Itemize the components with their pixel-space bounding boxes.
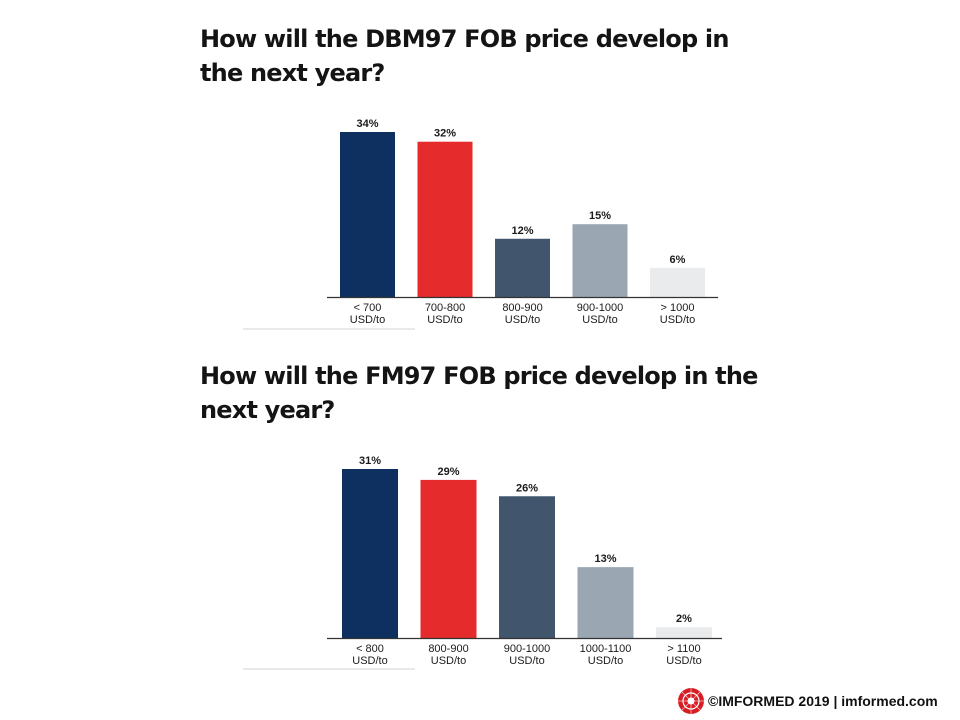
bar-2-4 bbox=[577, 567, 634, 638]
category-label-2-5: > 1100 bbox=[667, 643, 700, 655]
footer-copyright: ©IMFORMED 2019 | imformed.com bbox=[708, 693, 938, 709]
category-label-2-3: 900-1000 bbox=[504, 643, 551, 655]
bar-1-4 bbox=[572, 224, 628, 297]
category-label-1-1: < 700 bbox=[354, 302, 382, 314]
chart-1-title: How will the DBM97 FOB price develop in … bbox=[200, 25, 729, 87]
category-label-1-5: > 1000 bbox=[661, 302, 695, 314]
category-label-2-5: USD/to bbox=[666, 655, 701, 667]
category-label-2-4: 1000-1100 bbox=[580, 643, 632, 655]
value-label-1-4: 15% bbox=[589, 210, 611, 222]
bar-1-1 bbox=[340, 132, 395, 297]
category-label-1-4: 900-1000 bbox=[577, 302, 624, 314]
bar-1-3 bbox=[495, 238, 550, 297]
chart-2-title: How will the FM97 FOB price develop in t… bbox=[200, 362, 758, 424]
category-label-1-4: USD/to bbox=[582, 314, 617, 326]
imformed-logo-icon bbox=[678, 688, 704, 714]
value-label-2-3: 26% bbox=[516, 482, 538, 494]
value-label-1-5: 6% bbox=[670, 254, 686, 266]
value-label-2-2: 29% bbox=[437, 466, 459, 478]
footer: ©IMFORMED 2019 | imformed.com bbox=[677, 686, 938, 716]
category-label-2-3: USD/to bbox=[509, 655, 544, 667]
bar-2-5 bbox=[656, 627, 712, 638]
value-label-2-1: 31% bbox=[359, 455, 381, 467]
bar-2-1 bbox=[342, 469, 398, 638]
category-label-2-1: USD/to bbox=[352, 655, 387, 667]
category-label-2-2: USD/to bbox=[431, 655, 466, 667]
chart-2-fm97: 31%< 800USD/to29%800-900USD/to26%900-100… bbox=[243, 455, 722, 670]
category-label-2-4: USD/to bbox=[588, 655, 623, 667]
category-label-1-1: USD/to bbox=[350, 314, 385, 326]
value-label-2-5: 2% bbox=[676, 613, 692, 625]
bar-1-2 bbox=[417, 141, 473, 297]
value-label-1-1: 34% bbox=[356, 118, 378, 130]
bar-2-2 bbox=[420, 479, 477, 638]
bar-1-5 bbox=[650, 267, 705, 297]
category-label-1-2: 700-800 bbox=[425, 302, 465, 314]
category-label-1-3: USD/to bbox=[505, 314, 540, 326]
category-label-1-2: USD/to bbox=[427, 314, 462, 326]
value-label-1-2: 32% bbox=[434, 128, 456, 140]
category-label-2-1: < 800 bbox=[356, 643, 384, 655]
chart-1-dbm97: 34%< 700USD/to32%700-800USD/to12%800-900… bbox=[243, 118, 718, 330]
value-label-2-4: 13% bbox=[594, 553, 616, 565]
value-label-1-3: 12% bbox=[511, 225, 533, 237]
category-label-1-3: 800-900 bbox=[502, 302, 542, 314]
category-label-1-5: USD/to bbox=[660, 314, 695, 326]
bar-2-3 bbox=[499, 496, 555, 638]
category-label-2-2: 800-900 bbox=[428, 643, 468, 655]
